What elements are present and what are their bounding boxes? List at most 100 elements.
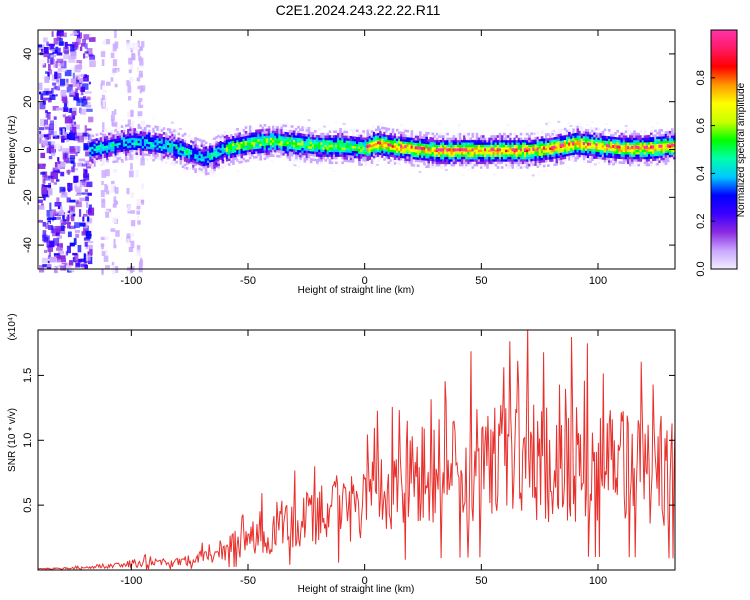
spectrogram-ridge-cell [158, 136, 162, 139]
spectrogram-ridge-cell [171, 129, 174, 132]
spectrogram-ridge-cell [269, 140, 273, 143]
spectrogram-ridge-cell [437, 161, 441, 165]
spectrogram-ridge-cell [521, 159, 525, 162]
spectrogram-noise-cell [137, 40, 140, 48]
spectrogram-ridge-cell [463, 151, 466, 155]
spectrogram-ridge-cell [517, 156, 521, 160]
spectrogram-ridge-cell [152, 137, 155, 140]
spectrogram-noise-cell [49, 53, 53, 56]
spectrogram-ridge-cell [519, 166, 523, 169]
spectrogram-noise-cell [106, 81, 111, 86]
spectrogram-ridge-cell [400, 131, 403, 135]
spectrogram-ridge-cell [120, 158, 124, 162]
spectrogram-ridge-cell [284, 146, 288, 149]
spectrogram-ridge-cell [131, 130, 134, 133]
spectrogram-noise-cell [75, 193, 81, 196]
spectrogram-ridge-cell [479, 139, 483, 143]
spectrogram-ridge-cell [496, 142, 500, 145]
spectrogram-ridge-cell [580, 126, 584, 129]
spectrogram-ridge-cell [563, 135, 567, 138]
spectrogram-ridge-cell [616, 149, 619, 152]
spectrogram-ridge-cell [435, 159, 439, 162]
spectrogram-ridge-cell [435, 163, 439, 167]
spectrogram-ridge-cell [647, 137, 651, 140]
spectrogram-ridge-cell [566, 146, 569, 150]
spectrogram-ridge-cell [629, 147, 632, 150]
spectrogram-ridge-cell [194, 139, 197, 143]
spectrogram-ridge-cell [368, 135, 372, 139]
spectrogram-noise-cell [61, 135, 65, 143]
spectrogram-ridge-cell [202, 165, 206, 169]
spectrogram-ridge-cell [458, 161, 462, 165]
spectrogram-ridge-cell [177, 144, 181, 148]
spectrogram-ridge-cell [379, 154, 382, 158]
spectrogram-ridge-cell [471, 135, 475, 138]
spectrogram-ridge-cell [433, 156, 437, 160]
spectrogram-ridge-cell [351, 157, 355, 161]
spectrogram-ridge-cell [566, 148, 569, 152]
spectrogram-ridge-cell [633, 130, 636, 133]
spectrogram-ridge-cell [673, 154, 676, 157]
spectrogram-ridge-cell [330, 144, 334, 148]
spectrogram-ridge-cell [519, 161, 523, 165]
spectrogram-noise-cell [127, 238, 130, 244]
spectrogram-ridge-cell [299, 145, 302, 148]
spectrogram-ridge-cell [406, 158, 409, 162]
spectrogram-ridge-cell [215, 155, 218, 158]
spectrogram-ridge-cell [496, 139, 500, 143]
spectrogram-ridge-cell [412, 144, 416, 148]
spectrogram-ridge-cell [629, 156, 632, 160]
spectrogram-ridge-cell [179, 145, 183, 148]
spectrogram-ridge-cell [125, 138, 128, 142]
spectrogram-ridge-cell [572, 130, 575, 134]
spectrogram-ridge-cell [158, 140, 162, 144]
spectrogram-ridge-cell [244, 131, 248, 134]
spectrogram-noise-cell [79, 209, 82, 217]
spectrogram-ridge-cell [261, 140, 265, 144]
spectrogram-ridge-cell [534, 153, 538, 157]
spectrogram-ridge-cell [580, 152, 584, 156]
spectrogram-ridge-cell [631, 163, 634, 167]
spectrogram-ridge-cell [360, 151, 363, 154]
spectrogram-ridge-cell [183, 163, 187, 167]
spectrogram-ridge-cell [662, 140, 666, 144]
spectrogram-ridge-cell [345, 154, 349, 158]
spectrogram-ridge-cell [400, 136, 403, 139]
spectrogram-ridge-cell [444, 163, 447, 167]
spectrogram-ridge-cell [230, 138, 233, 142]
spectrogram-ridge-cell [246, 142, 250, 146]
spectrogram-noise-cell [88, 116, 94, 123]
spectrogram-ridge-cell [591, 134, 594, 138]
spectrogram-ridge-cell [158, 145, 162, 149]
spectrogram-ridge-cell [479, 151, 483, 155]
spectrogram-noise-cell [73, 124, 80, 129]
spectrogram-ridge-cell [601, 133, 605, 136]
spectrogram-ridge-cell [89, 161, 92, 165]
spectrogram-ridge-cell [421, 136, 424, 139]
spectrogram-ridge-cell [599, 132, 603, 136]
spectrogram-ridge-cell [587, 160, 590, 163]
spectrogram-ridge-cell [125, 148, 128, 151]
spectrogram-noise-cell [60, 32, 67, 38]
spectrogram-ridge-cell [120, 156, 124, 159]
spectrogram-ridge-cell [305, 157, 309, 161]
spectrogram-ridge-cell [589, 151, 592, 154]
spectrogram-ridge-cell [671, 149, 674, 153]
spectrogram-ridge-cell [383, 148, 386, 152]
spectrogram-ridge-cell [654, 148, 657, 152]
spectrogram-noise-cell [64, 117, 72, 124]
spectrogram-ridge-cell [127, 131, 130, 134]
spectrogram-ridge-cell [278, 155, 281, 158]
spectrogram-ridge-cell [356, 148, 359, 152]
spectrogram-noise-cell [126, 42, 131, 50]
spectrogram-ridge-cell [209, 162, 212, 165]
spectrogram-ridge-cell [639, 137, 643, 141]
spectrogram-ridge-cell [118, 140, 122, 143]
spectrogram-ridge-cell [248, 125, 252, 129]
spectrogram-ridge-cell [91, 160, 94, 164]
spectrogram-ridge-cell [410, 142, 414, 145]
spectrogram-ridge-cell [169, 157, 172, 160]
spectrogram-ridge-cell [185, 162, 189, 165]
spectrogram-ridge-cell [343, 137, 346, 141]
spectrogram-ridge-cell [372, 158, 376, 161]
